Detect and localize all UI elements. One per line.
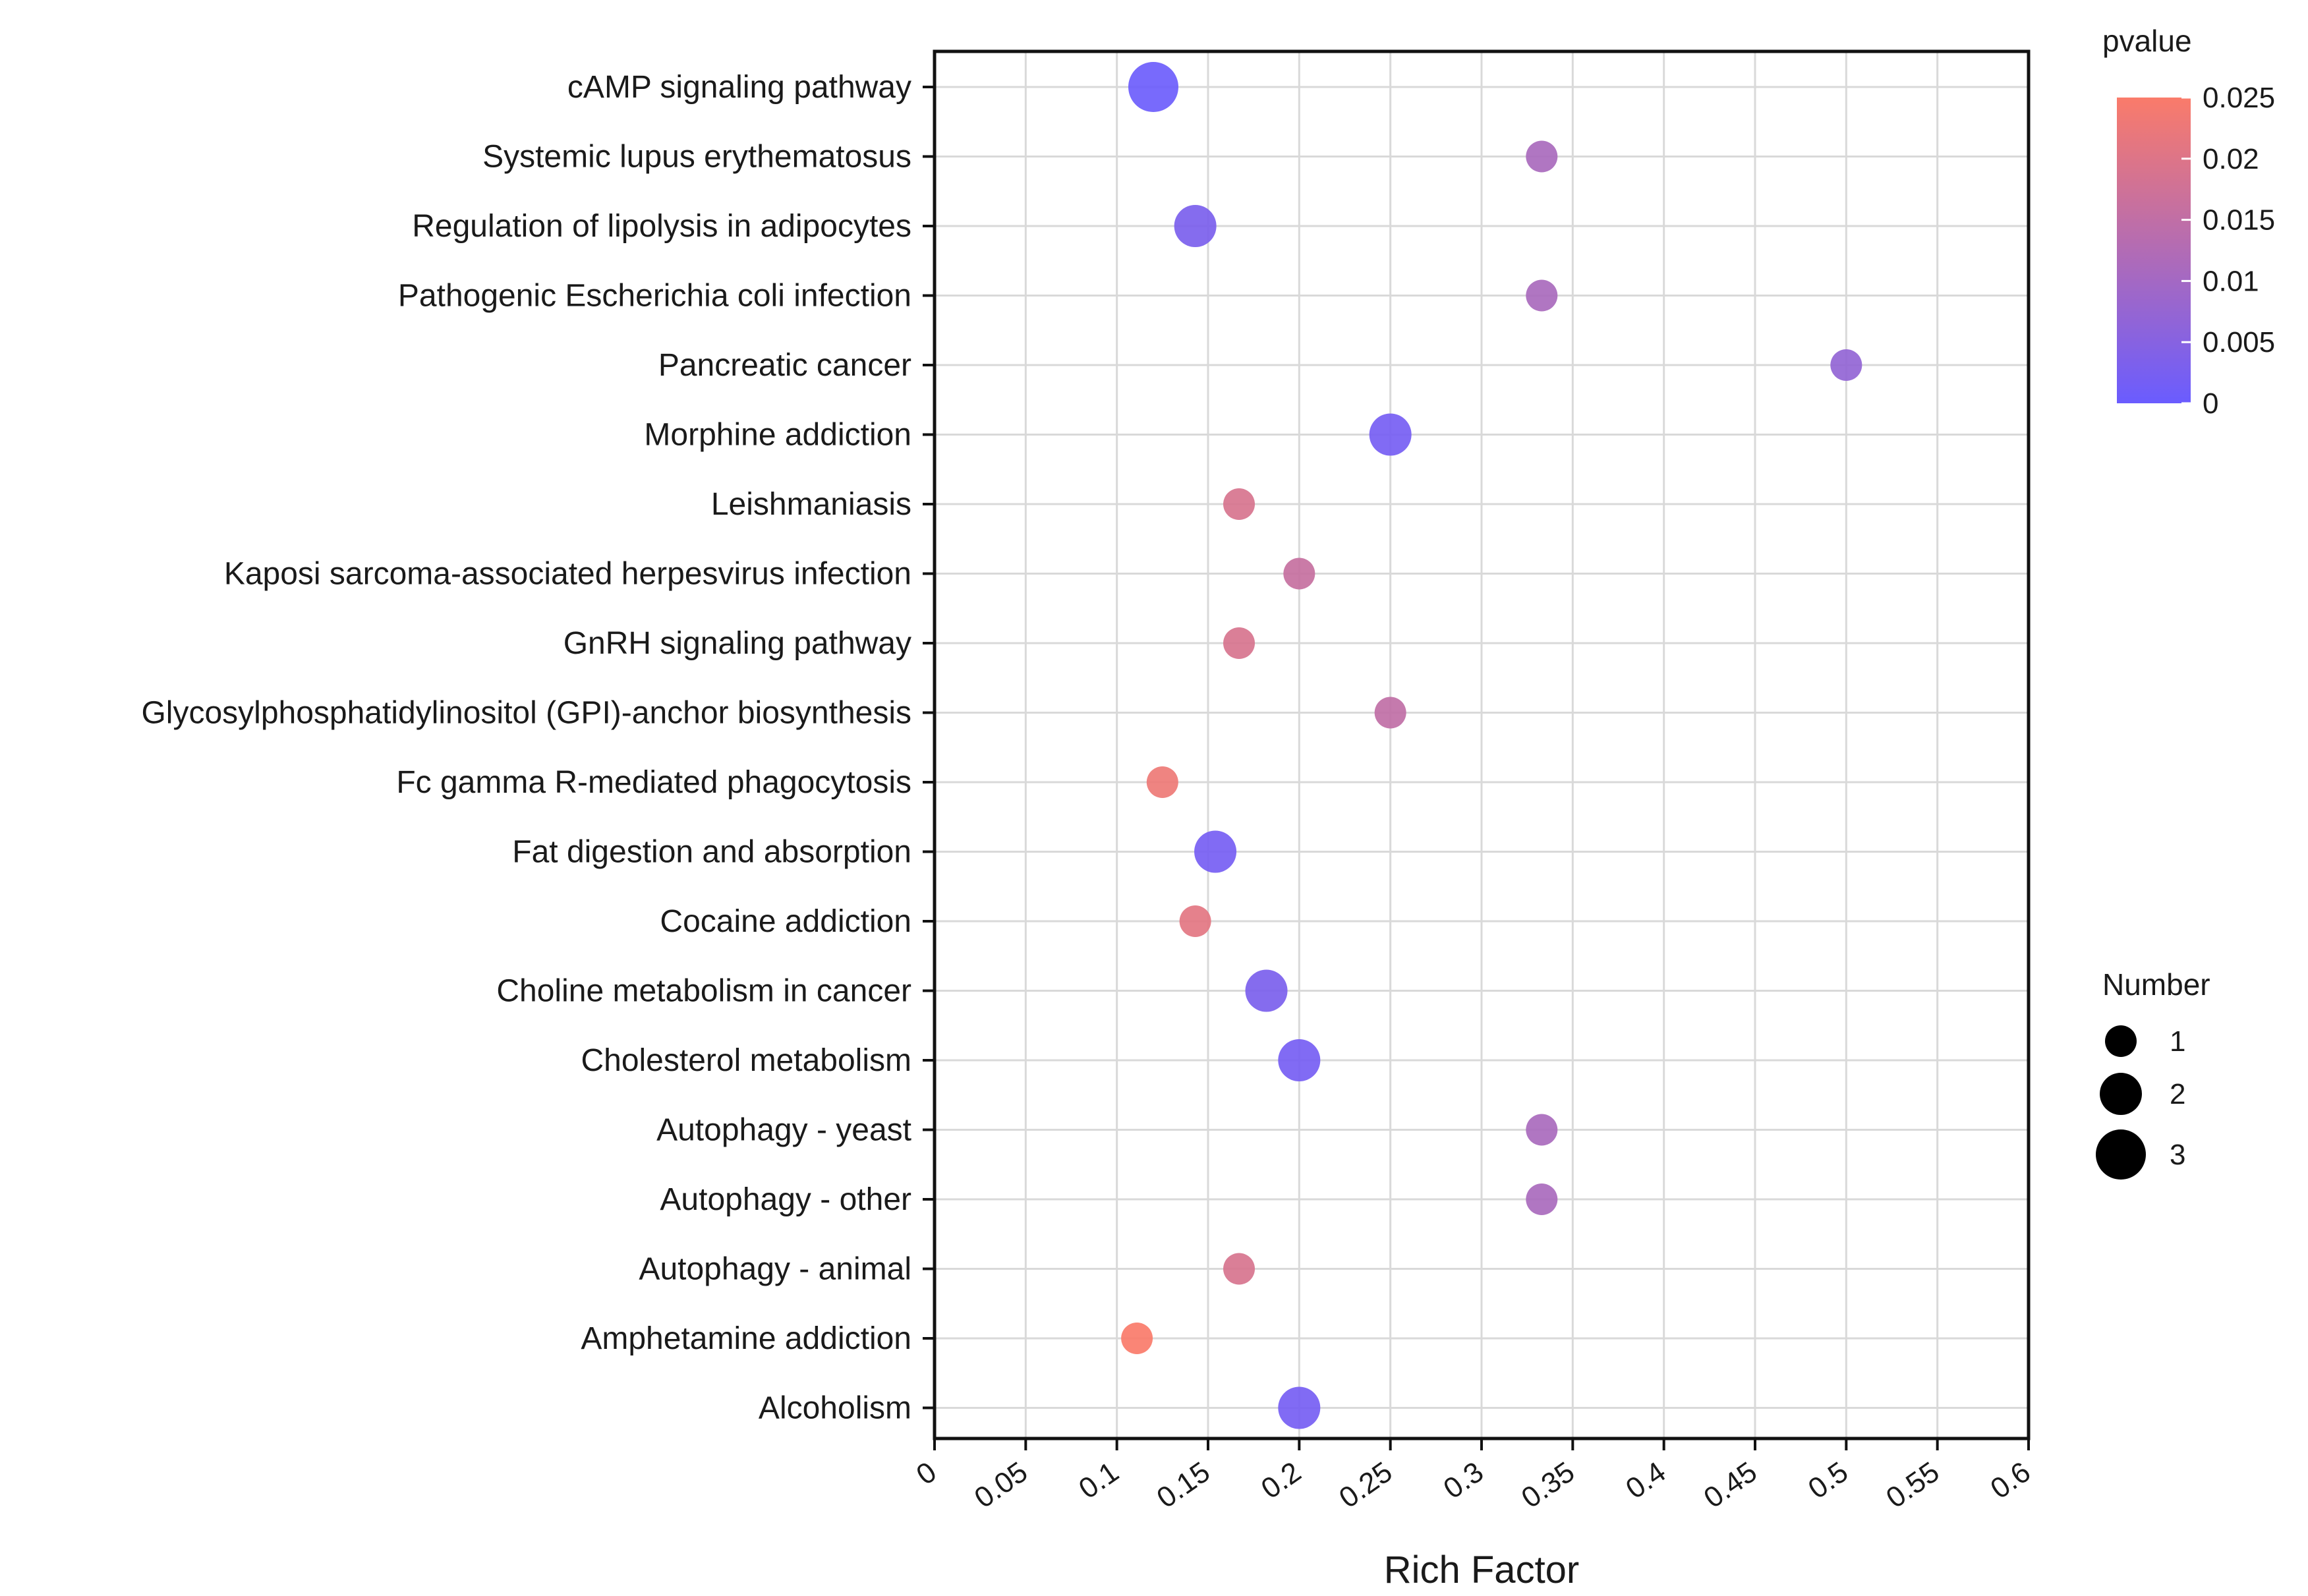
data-point (1245, 969, 1288, 1012)
category-label: Amphetamine addiction (581, 1321, 911, 1356)
label-layer: 0 0.05 0.1 0.15 0.2 0.25 0.3 0.35 0.4 0.45 0.5 0.55… (141, 70, 2036, 1514)
category-label: cAMP signaling pathway (567, 70, 911, 105)
data-point (1369, 413, 1412, 456)
category-label: GnRH signaling pathway (563, 626, 911, 661)
x-tick-label: 0.3 (1438, 1456, 1489, 1505)
category-label: Alcoholism (759, 1391, 911, 1426)
category-label: Systemic lupus erythematosus (482, 140, 911, 175)
grid-layer (933, 51, 2030, 1439)
pvalue-tick-label: 0.015 (2203, 204, 2275, 237)
number-legend: Number 1 2 3 (2096, 967, 2210, 1180)
pvalue-tick-label: 0.005 (2203, 326, 2275, 358)
data-point (1278, 1386, 1321, 1429)
pvalue-tick-label: 0.01 (2203, 265, 2259, 297)
x-tick-label: 0.15 (1151, 1456, 1215, 1514)
number-legend-label: 2 (2170, 1078, 2185, 1110)
pvalue-legend-ticks: 0 0.005 0.01 0.015 0.02 0.025 (2181, 82, 2275, 420)
pvalue-legend: pvalue 0 0.005 0.01 0.015 0.02 0.025 (2102, 24, 2275, 420)
data-point (1830, 349, 1862, 381)
point-layer (1121, 62, 1862, 1429)
data-point (1194, 830, 1237, 873)
plot-frame (933, 49, 2031, 1440)
data-point (1223, 488, 1255, 520)
category-label: Fc gamma R-mediated phagocytosis (396, 765, 911, 800)
x-tick-label: 0.05 (969, 1456, 1033, 1514)
data-point (1128, 62, 1178, 112)
axis-layer (923, 49, 2031, 1450)
category-label: Autophagy - other (660, 1182, 911, 1217)
data-point (1526, 279, 1558, 312)
data-point (1146, 766, 1178, 798)
x-tick-label: 0.25 (1333, 1456, 1398, 1514)
data-point (1374, 697, 1406, 729)
number-legend-swatch (2096, 1129, 2146, 1180)
category-label: Pathogenic Escherichia coli infection (398, 279, 911, 314)
data-point (1283, 557, 1315, 590)
data-point (1174, 205, 1217, 247)
x-tick-label: 0.5 (1803, 1456, 1854, 1505)
x-tick-label: 0.45 (1698, 1456, 1762, 1514)
category-label: Regulation of lipolysis in adipocytes (412, 209, 911, 244)
category-label: Fat digestion and absorption (512, 835, 911, 870)
data-point (1121, 1323, 1153, 1354)
data-point (1526, 140, 1558, 173)
data-point (1179, 905, 1211, 937)
category-label: Cholesterol metabolism (581, 1043, 911, 1078)
data-point (1223, 627, 1255, 659)
x-tick-label: 0.35 (1516, 1456, 1580, 1514)
category-label: Morphine addiction (644, 418, 911, 453)
x-axis-title: Rich Factor (1384, 1549, 1580, 1591)
x-tick-label: 0.6 (1985, 1456, 2036, 1505)
category-label: Glycosylphosphatidylinositol (GPI)-ancho… (141, 696, 911, 731)
pvalue-tick-label: 0 (2203, 387, 2218, 420)
data-point (1223, 1253, 1255, 1285)
number-legend-items: 1 2 3 (2096, 1025, 2185, 1180)
pvalue-tick-label: 0.025 (2203, 82, 2275, 114)
x-tick-label: 0.2 (1255, 1456, 1307, 1505)
x-tick-label: 0.1 (1073, 1456, 1124, 1505)
x-tick-label: 0 (911, 1456, 942, 1491)
pvalue-legend-title: pvalue (2102, 24, 2192, 58)
data-point (1278, 1039, 1321, 1081)
category-label: Kaposi sarcoma-associated herpesvirus in… (224, 557, 911, 592)
category-label: Pancreatic cancer (658, 348, 911, 383)
category-label: Autophagy - yeast (656, 1113, 911, 1148)
category-label: Choline metabolism in cancer (496, 974, 911, 1009)
category-label: Cocaine addiction (660, 904, 911, 939)
number-legend-label: 1 (2170, 1025, 2185, 1058)
data-point (1526, 1114, 1558, 1146)
pvalue-colorbar (2117, 98, 2191, 403)
category-label: Autophagy - animal (639, 1252, 911, 1287)
data-point (1526, 1183, 1558, 1215)
number-legend-label: 3 (2170, 1139, 2185, 1171)
number-legend-title: Number (2102, 967, 2210, 1002)
number-legend-swatch (2105, 1025, 2137, 1057)
category-label: Leishmaniasis (711, 487, 911, 522)
x-tick-label: 0.55 (1880, 1456, 1945, 1514)
x-tick-label: 0.4 (1620, 1456, 1671, 1505)
pvalue-tick-label: 0.02 (2203, 143, 2259, 175)
number-legend-swatch (2100, 1073, 2142, 1115)
